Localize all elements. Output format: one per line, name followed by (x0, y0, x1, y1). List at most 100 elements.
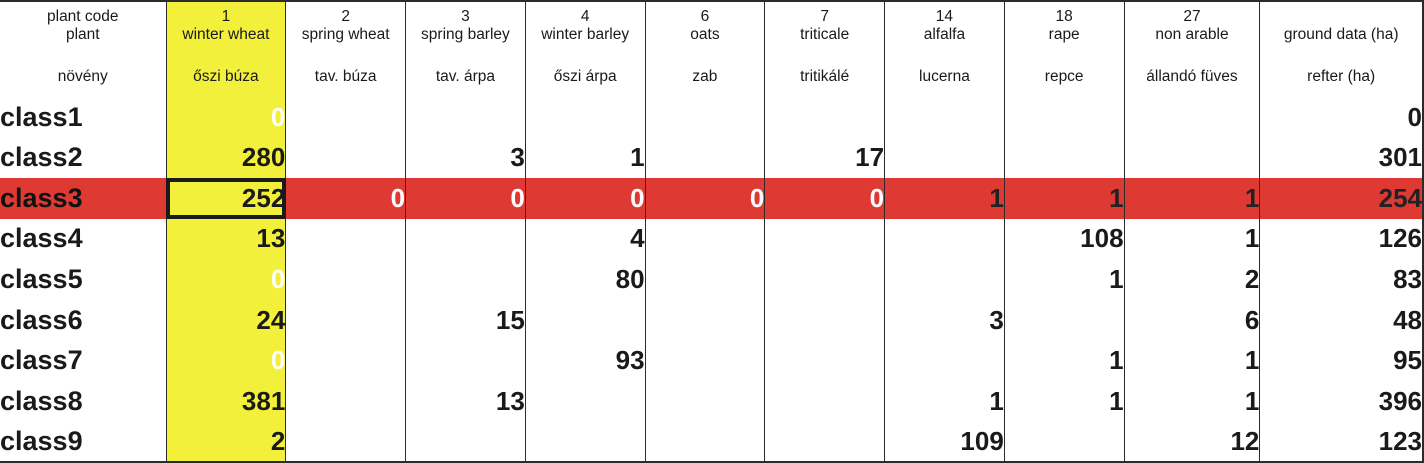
table-cell[interactable] (1004, 300, 1124, 341)
table-cell[interactable] (1004, 97, 1124, 138)
table-cell-ground-data[interactable]: 301 (1260, 138, 1423, 179)
table-cell[interactable]: 13 (166, 219, 286, 260)
table-cell[interactable]: 1 (525, 138, 645, 179)
table-cell[interactable]: 3 (406, 138, 526, 179)
table-cell[interactable] (406, 340, 526, 381)
table-cell-ground-data[interactable]: 0 (1260, 97, 1423, 138)
table-cell[interactable]: 1 (1124, 219, 1260, 260)
table-cell[interactable]: 1 (885, 381, 1005, 422)
header-cell[interactable]: tritikálé (765, 57, 885, 97)
header-cell[interactable]: spring barley (406, 26, 526, 57)
table-cell[interactable]: 17 (765, 138, 885, 179)
table-cell-ground-data[interactable]: 396 (1260, 381, 1423, 422)
header-cell[interactable]: 3 (406, 1, 526, 26)
header-cell[interactable]: 2 (286, 1, 406, 26)
table-cell[interactable]: 0 (166, 97, 286, 138)
table-cell[interactable] (885, 97, 1005, 138)
header-cell[interactable]: 27 (1124, 1, 1260, 26)
table-cell[interactable] (645, 259, 765, 300)
row-label[interactable]: class5 (0, 259, 166, 300)
table-cell[interactable] (645, 97, 765, 138)
table-cell[interactable] (885, 138, 1005, 179)
table-cell[interactable] (645, 421, 765, 462)
table-cell[interactable] (1004, 421, 1124, 462)
table-cell[interactable] (765, 219, 885, 260)
table-cell-ground-data[interactable]: 95 (1260, 340, 1423, 381)
selected-cell[interactable]: 252 (166, 178, 286, 219)
table-cell[interactable]: 108 (1004, 219, 1124, 260)
header-cell[interactable]: repce (1004, 57, 1124, 97)
table-cell[interactable] (765, 421, 885, 462)
header-cell[interactable]: lucerna (885, 57, 1005, 97)
table-cell[interactable] (286, 340, 406, 381)
table-cell[interactable]: 0 (286, 178, 406, 219)
table-cell[interactable] (1124, 97, 1260, 138)
row-label[interactable]: class6 (0, 300, 166, 341)
row-label[interactable]: class8 (0, 381, 166, 422)
table-cell[interactable]: 1 (1004, 259, 1124, 300)
table-cell[interactable]: 280 (166, 138, 286, 179)
table-cell-ground-data[interactable]: 83 (1260, 259, 1423, 300)
table-cell[interactable] (286, 300, 406, 341)
table-cell-ground-data[interactable]: 126 (1260, 219, 1423, 260)
table-cell[interactable] (406, 219, 526, 260)
table-cell-ground-data[interactable]: 123 (1260, 421, 1423, 462)
header-cell[interactable]: 4 (525, 1, 645, 26)
table-cell[interactable] (765, 340, 885, 381)
table-cell[interactable]: 24 (166, 300, 286, 341)
table-cell[interactable]: 0 (166, 259, 286, 300)
table-cell[interactable]: 0 (525, 178, 645, 219)
table-cell[interactable]: 4 (525, 219, 645, 260)
table-cell[interactable] (406, 97, 526, 138)
table-cell[interactable]: 1 (1124, 381, 1260, 422)
table-cell[interactable] (525, 97, 645, 138)
table-cell[interactable] (286, 97, 406, 138)
header-cell[interactable]: tav. búza (286, 57, 406, 97)
table-cell[interactable] (525, 421, 645, 462)
header-cell[interactable]: spring wheat (286, 26, 406, 57)
table-cell[interactable]: 1 (1124, 178, 1260, 219)
table-cell[interactable] (885, 259, 1005, 300)
table-cell-ground-data[interactable]: 48 (1260, 300, 1423, 341)
table-cell[interactable]: 1 (1124, 340, 1260, 381)
header-cell[interactable]: zab (645, 57, 765, 97)
table-cell[interactable] (406, 259, 526, 300)
table-cell[interactable] (286, 259, 406, 300)
table-cell[interactable] (645, 340, 765, 381)
table-cell[interactable]: 109 (885, 421, 1005, 462)
table-cell[interactable]: 2 (1124, 259, 1260, 300)
table-cell[interactable]: 80 (525, 259, 645, 300)
header-cell[interactable]: refter (ha) (1260, 57, 1423, 97)
header-cell[interactable]: 18 (1004, 1, 1124, 26)
table-cell[interactable]: 1 (885, 178, 1005, 219)
table-cell[interactable] (286, 381, 406, 422)
table-cell[interactable]: 381 (166, 381, 286, 422)
table-cell[interactable] (885, 340, 1005, 381)
header-cell[interactable]: triticale (765, 26, 885, 57)
table-cell[interactable] (645, 300, 765, 341)
header-cell[interactable]: 7 (765, 1, 885, 26)
table-cell[interactable]: 3 (885, 300, 1005, 341)
header-cell[interactable]: winter wheat (166, 26, 286, 57)
table-cell[interactable]: 0 (645, 178, 765, 219)
table-cell[interactable]: 13 (406, 381, 526, 422)
header-cell[interactable]: winter barley (525, 26, 645, 57)
row-label[interactable]: class2 (0, 138, 166, 179)
table-cell[interactable] (885, 219, 1005, 260)
table-cell[interactable] (1004, 138, 1124, 179)
header-cell[interactable]: oats (645, 26, 765, 57)
table-cell[interactable] (525, 300, 645, 341)
row-label[interactable]: class7 (0, 340, 166, 381)
table-cell[interactable] (286, 421, 406, 462)
table-cell[interactable]: 0 (166, 340, 286, 381)
header-cell[interactable]: ground data (ha) (1260, 26, 1423, 57)
table-cell[interactable] (645, 381, 765, 422)
row-label-noveny[interactable]: növény (0, 57, 166, 97)
header-cell[interactable]: rape (1004, 26, 1124, 57)
table-cell[interactable] (765, 381, 885, 422)
header-cell[interactable] (1260, 1, 1423, 26)
table-cell[interactable]: 1 (1004, 178, 1124, 219)
table-cell[interactable] (645, 138, 765, 179)
table-cell[interactable] (645, 219, 765, 260)
table-cell[interactable]: 6 (1124, 300, 1260, 341)
